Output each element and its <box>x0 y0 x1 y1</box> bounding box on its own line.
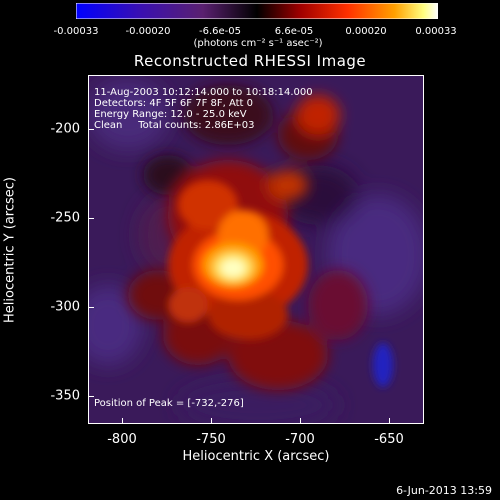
x-axis-label: Heliocentric X (arcsec) <box>182 449 330 464</box>
counts-label: Clean Total counts: 2.86E+03 <box>94 120 255 131</box>
rhessi-image <box>88 75 424 424</box>
tick-mark <box>300 418 301 424</box>
x-tick-label: -750 <box>196 432 226 447</box>
tick-mark <box>88 218 94 219</box>
datestamp: 6-Jun-2013 13:59 <box>396 484 492 497</box>
y-axis-label-text: Heliocentric Y (arcsec) <box>2 177 18 323</box>
tick-mark <box>88 129 94 130</box>
tick-mark <box>211 418 212 424</box>
x-tick-label: -700 <box>285 432 315 447</box>
peak-position-label: Position of Peak = [-732,-276] <box>94 398 244 409</box>
x-tick-label: -650 <box>374 432 404 447</box>
y-tick-label: -250 <box>50 210 80 226</box>
detectors-label: Detectors: 4F 5F 6F 7F 8F, Att 0 <box>94 98 254 109</box>
colorbar-tick: 6.6e-05 <box>274 26 314 37</box>
colorbar-tick: -0.00020 <box>125 26 171 37</box>
plot-frame <box>88 75 424 424</box>
tick-mark <box>88 396 94 397</box>
colorbar-tick: 0.00020 <box>345 26 387 37</box>
y-tick-label: -350 <box>50 388 80 404</box>
colorbar <box>76 3 438 19</box>
energy-range-label: Energy Range: 12.0 - 25.0 keV <box>94 109 247 120</box>
y-tick-label: -200 <box>50 121 80 137</box>
y-tick-label: -300 <box>50 299 80 315</box>
tick-mark <box>389 418 390 424</box>
tick-mark <box>88 307 94 308</box>
x-tick-label: -800 <box>107 432 137 447</box>
colorbar-tick: -0.00033 <box>53 26 99 37</box>
colorbar-tick: 0.00033 <box>415 26 457 37</box>
tick-mark <box>122 418 123 424</box>
colorbar-tick: -6.6e-05 <box>199 26 241 37</box>
image-title: Reconstructed RHESSI Image <box>133 52 367 70</box>
colorbar-units: (photons cm⁻² s⁻¹ asec⁻²) <box>193 38 323 49</box>
time-range-label: 11-Aug-2003 10:12:14.000 to 10:18:14.000 <box>94 87 313 98</box>
